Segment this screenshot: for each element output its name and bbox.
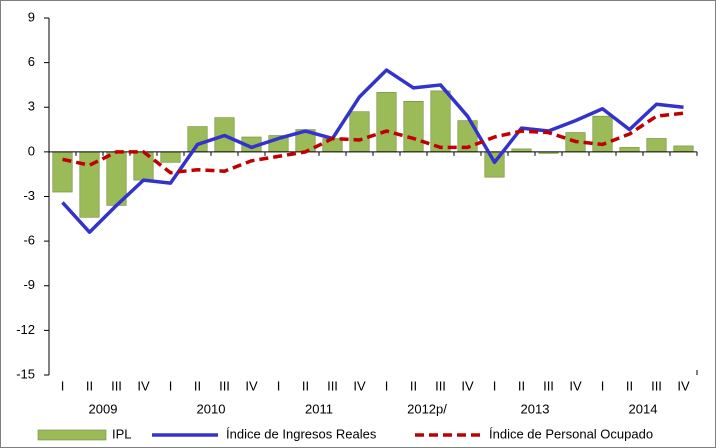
line-series [62, 111, 684, 175]
legend-swatch [37, 429, 107, 441]
bar [160, 151, 181, 163]
legend-label: Índice de Personal Ocupado [489, 426, 653, 441]
year-label: 2011 [305, 401, 333, 416]
bar [322, 138, 343, 153]
bar [646, 138, 667, 153]
x-tick-label: I [169, 378, 173, 393]
x-tick-label: IV [677, 378, 690, 393]
x-tick-label: II [626, 378, 633, 393]
x-tick-label: IV [137, 378, 150, 393]
bar [430, 90, 451, 153]
x-tick-label: II [410, 378, 417, 393]
x-tick-label: III [111, 378, 122, 393]
year-label: 2012p/ [407, 401, 447, 416]
y-tick-label: 0 [28, 143, 35, 158]
x-tick-label: IV [569, 378, 582, 393]
x-tick-label: III [543, 378, 554, 393]
year-label: 2010 [197, 401, 226, 416]
legend-label: IPL [112, 426, 132, 441]
bar [673, 145, 694, 153]
y-tick-label: -3 [23, 188, 35, 203]
x-tick-label: III [219, 378, 230, 393]
bar [187, 126, 208, 153]
y-tick-label: 6 [28, 54, 35, 69]
x-tick-label: II [86, 378, 93, 393]
x-tick-label: I [601, 378, 605, 393]
x-tick-label: III [435, 378, 446, 393]
y-tick-label: -12 [16, 322, 35, 337]
y-tick-label: -9 [23, 277, 35, 292]
year-label: 2009 [89, 401, 118, 416]
x-tick-label: IV [353, 378, 366, 393]
bar [592, 115, 613, 153]
y-tick-label: 3 [28, 99, 35, 114]
y-tick-label: -6 [23, 233, 35, 248]
y-tick-label: 9 [28, 9, 35, 24]
x-tick-label: I [493, 378, 497, 393]
year-label: 2013 [521, 401, 550, 416]
x-tick-label: III [651, 378, 662, 393]
year-label: 2014 [629, 401, 658, 416]
line-series [61, 68, 684, 234]
bar [349, 111, 370, 153]
bar [52, 151, 73, 193]
bar [619, 147, 640, 153]
x-tick-label: IV [245, 378, 258, 393]
x-tick-label: II [518, 378, 525, 393]
x-tick-label: IV [461, 378, 474, 393]
x-tick-label: I [61, 378, 65, 393]
x-tick-label: I [277, 378, 281, 393]
x-tick-label: II [302, 378, 309, 393]
x-tick-label: III [327, 378, 338, 393]
legend-label: Índice de Ingresos Reales [226, 426, 377, 441]
bar [376, 92, 397, 153]
y-tick-label: -15 [16, 366, 35, 381]
x-tick-label: I [385, 378, 389, 393]
bar [403, 101, 424, 153]
x-tick-label: II [194, 378, 201, 393]
